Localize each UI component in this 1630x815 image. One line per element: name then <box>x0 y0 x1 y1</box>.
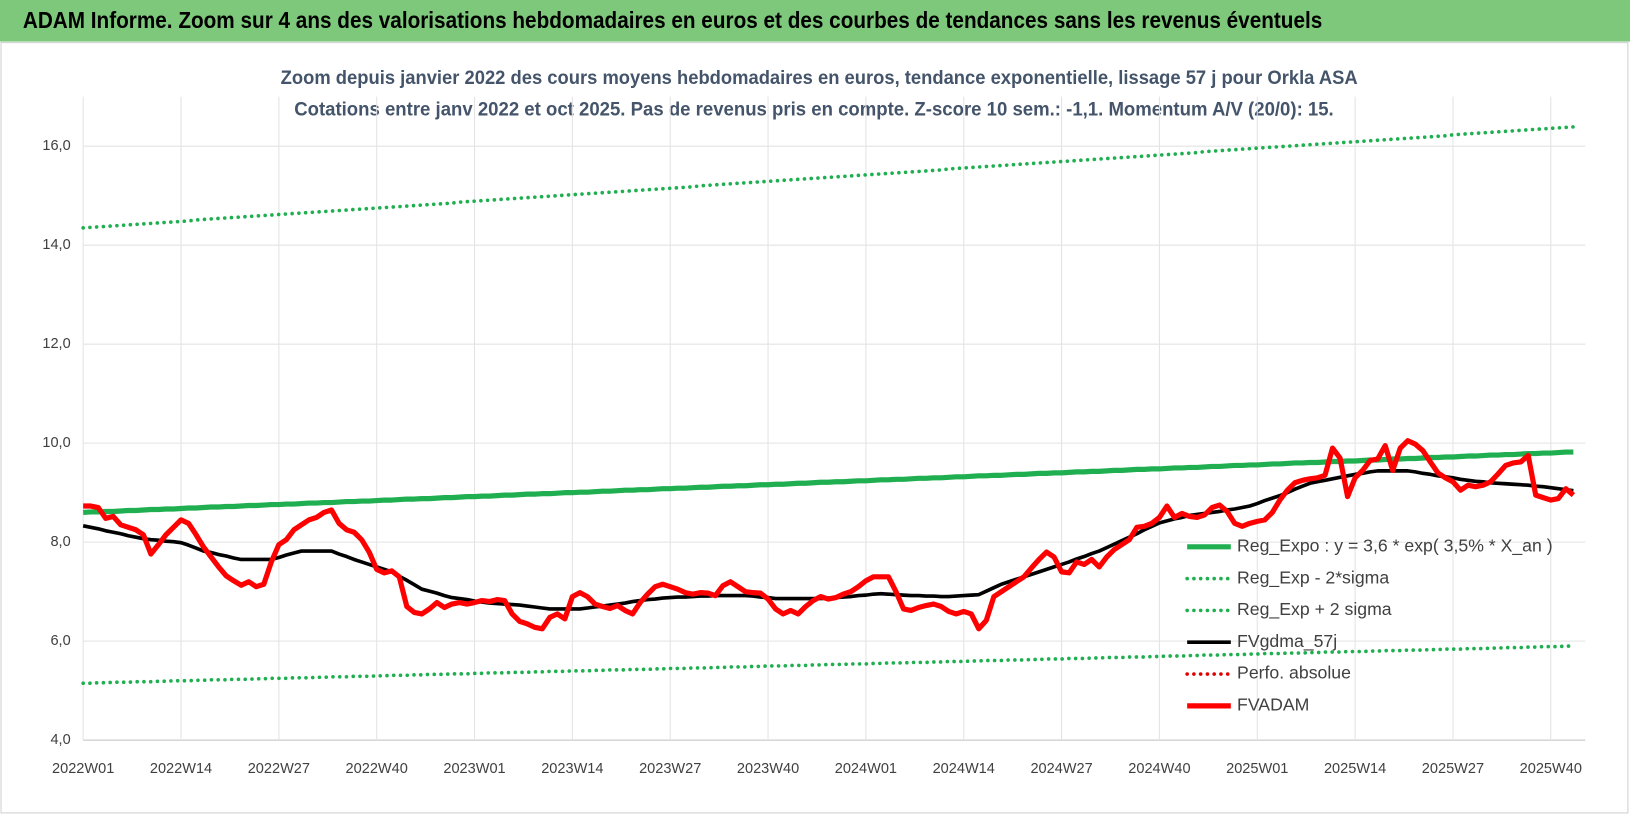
x-tick-label: 2022W40 <box>346 761 408 777</box>
x-tick-label: 2025W14 <box>1324 761 1386 777</box>
legend-label: Reg_Exp + 2 sigma <box>1237 599 1392 620</box>
x-tick-label: 2023W40 <box>737 761 799 777</box>
x-tick-label: 2022W14 <box>150 761 212 777</box>
header-title: ADAM Informe. Zoom sur 4 ans des valoris… <box>23 7 1322 33</box>
y-tick-label: 8,0 <box>50 534 70 550</box>
y-tick-label: 12,0 <box>42 336 70 352</box>
x-tick-label: 2022W01 <box>52 761 114 777</box>
x-tick-label: 2024W27 <box>1030 761 1092 777</box>
x-tick-label: 2025W01 <box>1226 761 1288 777</box>
series-line <box>82 449 1574 516</box>
y-tick-label: 16,0 <box>42 138 70 154</box>
chart-title: Zoom depuis janvier 2022 des cours moyen… <box>281 67 1358 89</box>
y-tick-label: 4,0 <box>50 732 70 748</box>
chart-subtitle: Cotations entre janv 2022 et oct 2025. P… <box>294 98 1334 120</box>
legend-label: Reg_Expo : y = 3,6 * exp( 3,5% * X_an ) <box>1237 535 1553 556</box>
y-tick-label: 6,0 <box>50 633 70 649</box>
series-line <box>81 644 1576 686</box>
x-tick-label: 2025W40 <box>1520 761 1582 777</box>
legend-label: FVgdma_57j <box>1237 631 1337 652</box>
legend: Reg_Expo : y = 3,6 * exp( 3,5% * X_an ) R… <box>1185 535 1553 715</box>
y-tick-label: 14,0 <box>42 237 70 253</box>
header-bar <box>0 0 1630 42</box>
x-tick-label: 2023W27 <box>639 761 701 777</box>
y-tick-label: 10,0 <box>42 435 70 451</box>
x-tick-label: 2024W40 <box>1128 761 1190 777</box>
x-tick-label: 2024W14 <box>933 761 995 777</box>
x-tick-label: 2023W01 <box>443 761 505 777</box>
plot <box>81 125 1576 686</box>
x-tick-label: 2025W27 <box>1422 761 1484 777</box>
chart-frame <box>0 42 1629 814</box>
legend-label: FVADAM <box>1237 695 1309 715</box>
legend-label: Perfo. absolue <box>1237 663 1351 683</box>
x-tick-label: 2022W27 <box>248 761 310 777</box>
series-line <box>83 438 1576 632</box>
grid: 4,0 6,0 8,0 10,0 12,0 14,0 16,0 2022W01 2022W14 2… <box>42 96 1586 777</box>
legend-label: Reg_Exp - 2*sigma <box>1237 567 1389 588</box>
x-tick-label: 2024W01 <box>835 761 897 777</box>
series-line <box>81 125 1576 230</box>
x-tick-label: 2023W14 <box>541 761 603 777</box>
